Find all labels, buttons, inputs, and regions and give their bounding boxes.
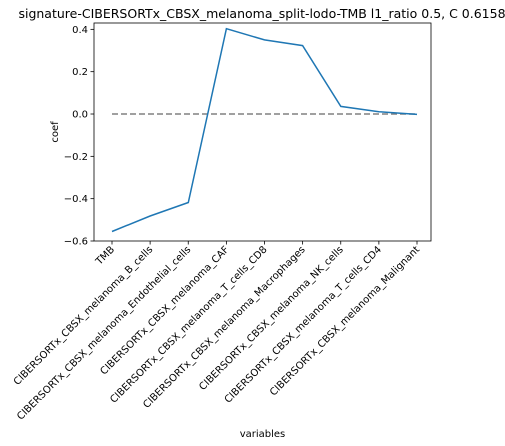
axes-frame (93, 22, 432, 242)
y-tick-label: −0.2 (64, 152, 88, 163)
x-axis-label: variables (240, 429, 286, 440)
series-line (111, 27, 418, 233)
y-axis: 0.4 0.2 0.0 −0.2 −0.4 −0.6 (64, 25, 94, 248)
series-layer (111, 27, 418, 233)
y-tick-label: −0.6 (64, 237, 88, 248)
y-tick-label: −0.4 (64, 194, 88, 205)
chart-title: signature-CIBERSORTx_CBSX_melanoma_split… (18, 6, 505, 21)
y-axis-label: coef (50, 121, 61, 143)
y-tick-label: 0.2 (72, 67, 88, 78)
y-tick-label: 0.4 (72, 25, 88, 36)
y-tick-label: 0.0 (72, 110, 88, 121)
